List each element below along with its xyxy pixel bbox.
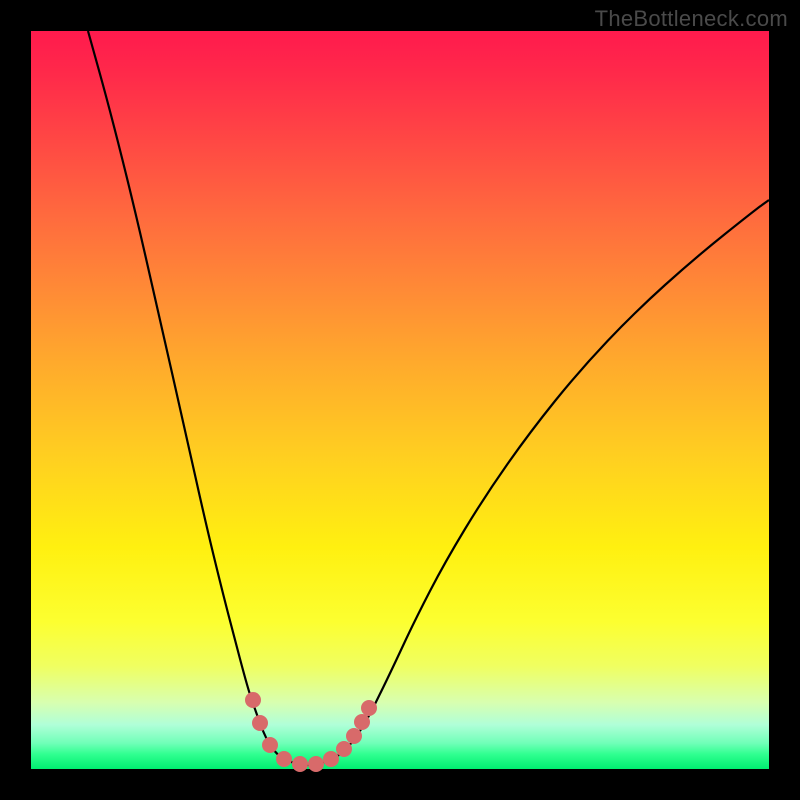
marker-dot (346, 728, 362, 744)
marker-dot (336, 741, 352, 757)
marker-dot (276, 751, 292, 767)
curve-right (308, 200, 769, 765)
watermark-text: TheBottleneck.com (595, 6, 788, 32)
marker-dot (252, 715, 268, 731)
curve-layer (0, 0, 800, 800)
marker-dot (308, 756, 324, 772)
marker-dot (292, 756, 308, 772)
marker-dot (354, 714, 370, 730)
marker-dot (361, 700, 377, 716)
marker-dot (323, 751, 339, 767)
curve-left (88, 31, 308, 765)
marker-dot (245, 692, 261, 708)
marker-dot (262, 737, 278, 753)
chart-canvas: TheBottleneck.com (0, 0, 800, 800)
